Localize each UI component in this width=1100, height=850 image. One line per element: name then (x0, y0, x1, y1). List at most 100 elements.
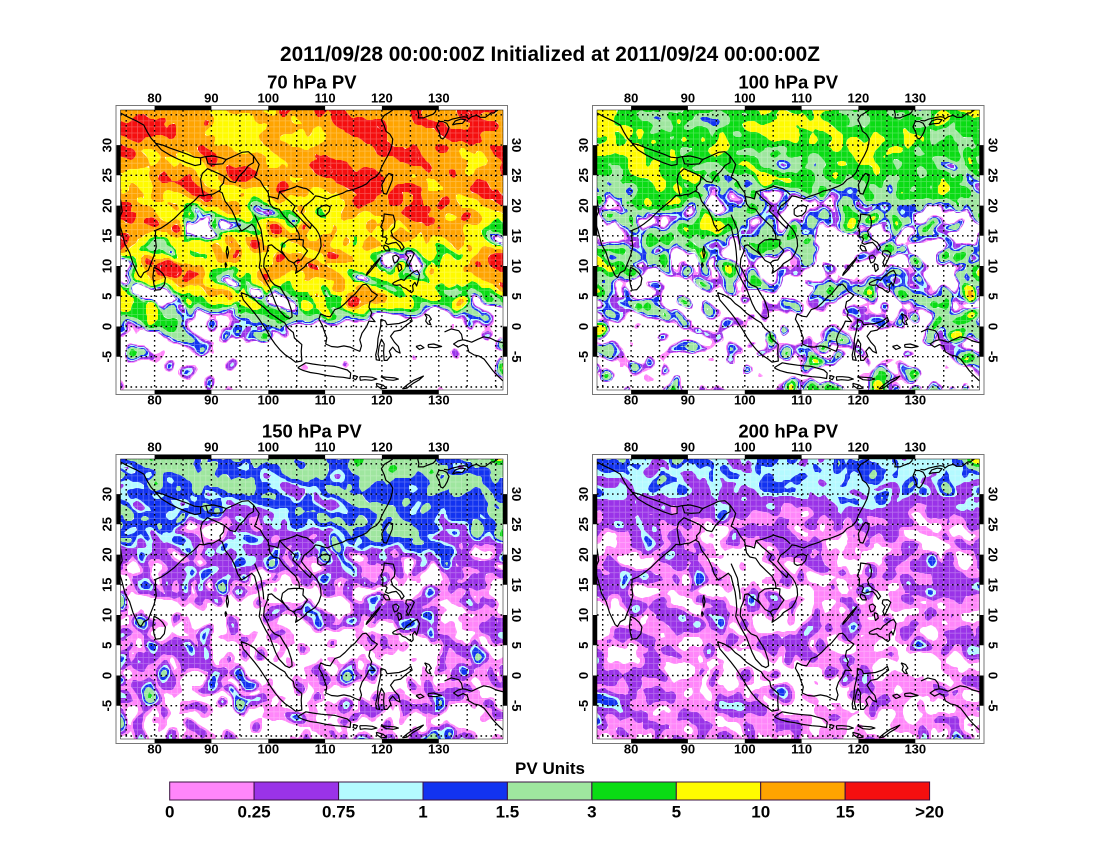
svg-text:20: 20 (986, 198, 1001, 212)
svg-text:5: 5 (100, 642, 115, 649)
svg-text:10: 10 (986, 608, 1001, 622)
svg-text:80: 80 (624, 742, 638, 757)
svg-text:0: 0 (165, 803, 174, 822)
svg-text:30: 30 (986, 138, 1001, 152)
svg-text:150 hPa PV: 150 hPa PV (262, 421, 362, 442)
svg-text:-5: -5 (509, 700, 524, 712)
svg-text:0: 0 (100, 323, 115, 330)
svg-text:130: 130 (428, 742, 450, 757)
svg-text:5: 5 (100, 293, 115, 300)
svg-text:25: 25 (576, 517, 591, 531)
svg-text:120: 120 (371, 393, 393, 408)
svg-text:90: 90 (204, 742, 218, 757)
svg-text:0: 0 (986, 672, 1001, 679)
svg-text:100: 100 (734, 742, 756, 757)
svg-text:0.25: 0.25 (238, 803, 271, 822)
svg-text:15: 15 (986, 578, 1001, 592)
svg-text:25: 25 (509, 168, 524, 182)
svg-text:25: 25 (509, 517, 524, 531)
svg-text:-5: -5 (100, 700, 115, 712)
svg-text:20: 20 (576, 547, 591, 561)
svg-text:10: 10 (100, 608, 115, 622)
svg-text:25: 25 (986, 168, 1001, 182)
svg-text:90: 90 (204, 91, 218, 106)
svg-text:200 hPa PV: 200 hPa PV (738, 421, 838, 442)
svg-text:25: 25 (576, 168, 591, 182)
svg-text:130: 130 (904, 393, 926, 408)
svg-text:80: 80 (624, 91, 638, 106)
svg-text:10: 10 (576, 259, 591, 273)
svg-text:15: 15 (509, 578, 524, 592)
svg-text:120: 120 (848, 393, 870, 408)
svg-text:-5: -5 (986, 700, 1001, 712)
svg-text:80: 80 (147, 393, 161, 408)
svg-text:25: 25 (100, 517, 115, 531)
svg-text:100: 100 (257, 742, 279, 757)
svg-text:130: 130 (428, 440, 450, 455)
svg-text:90: 90 (681, 393, 695, 408)
svg-text:-5: -5 (100, 351, 115, 363)
svg-text:100 hPa PV: 100 hPa PV (738, 72, 838, 93)
svg-text:100: 100 (734, 393, 756, 408)
svg-text:>20: >20 (915, 803, 944, 822)
svg-text:15: 15 (100, 578, 115, 592)
svg-text:10: 10 (576, 608, 591, 622)
svg-text:90: 90 (681, 440, 695, 455)
svg-text:-5: -5 (986, 351, 1001, 363)
svg-text:20: 20 (509, 198, 524, 212)
svg-text:130: 130 (904, 91, 926, 106)
svg-text:100: 100 (257, 91, 279, 106)
svg-text:30: 30 (100, 487, 115, 501)
svg-text:10: 10 (986, 259, 1001, 273)
svg-text:90: 90 (204, 440, 218, 455)
svg-text:30: 30 (576, 138, 591, 152)
svg-text:110: 110 (791, 440, 812, 455)
svg-text:120: 120 (848, 91, 870, 106)
svg-text:-5: -5 (509, 351, 524, 363)
svg-text:120: 120 (371, 440, 393, 455)
svg-text:30: 30 (576, 487, 591, 501)
svg-text:100: 100 (734, 440, 756, 455)
svg-text:10: 10 (751, 803, 770, 822)
svg-text:0: 0 (576, 323, 591, 330)
svg-text:20: 20 (100, 547, 115, 561)
svg-text:15: 15 (509, 229, 524, 243)
svg-text:5: 5 (986, 642, 1001, 649)
svg-text:80: 80 (624, 440, 638, 455)
svg-text:PV Units: PV Units (515, 759, 585, 778)
svg-text:15: 15 (576, 229, 591, 243)
svg-text:5: 5 (509, 642, 524, 649)
svg-text:80: 80 (147, 742, 161, 757)
svg-text:80: 80 (624, 393, 638, 408)
svg-text:30: 30 (986, 487, 1001, 501)
svg-text:15: 15 (576, 578, 591, 592)
svg-text:80: 80 (147, 440, 161, 455)
svg-text:130: 130 (904, 742, 926, 757)
svg-text:90: 90 (681, 742, 695, 757)
svg-text:110: 110 (791, 91, 812, 106)
svg-text:15: 15 (836, 803, 855, 822)
svg-text:-5: -5 (576, 700, 591, 712)
svg-text:110: 110 (791, 393, 812, 408)
svg-text:5: 5 (576, 293, 591, 300)
svg-text:130: 130 (428, 91, 450, 106)
svg-text:100: 100 (734, 91, 756, 106)
svg-text:20: 20 (100, 198, 115, 212)
svg-text:1: 1 (418, 803, 427, 822)
svg-text:120: 120 (848, 742, 870, 757)
svg-text:25: 25 (986, 517, 1001, 531)
svg-text:15: 15 (986, 229, 1001, 243)
svg-text:0: 0 (100, 672, 115, 679)
svg-text:30: 30 (509, 487, 524, 501)
svg-text:0: 0 (509, 323, 524, 330)
svg-text:80: 80 (147, 91, 161, 106)
svg-text:90: 90 (681, 91, 695, 106)
svg-text:110: 110 (315, 742, 336, 757)
svg-text:110: 110 (315, 440, 336, 455)
svg-text:120: 120 (371, 742, 393, 757)
svg-text:130: 130 (904, 440, 926, 455)
svg-text:20: 20 (576, 198, 591, 212)
svg-text:90: 90 (204, 393, 218, 408)
svg-text:1.5: 1.5 (496, 803, 520, 822)
svg-text:0: 0 (576, 672, 591, 679)
